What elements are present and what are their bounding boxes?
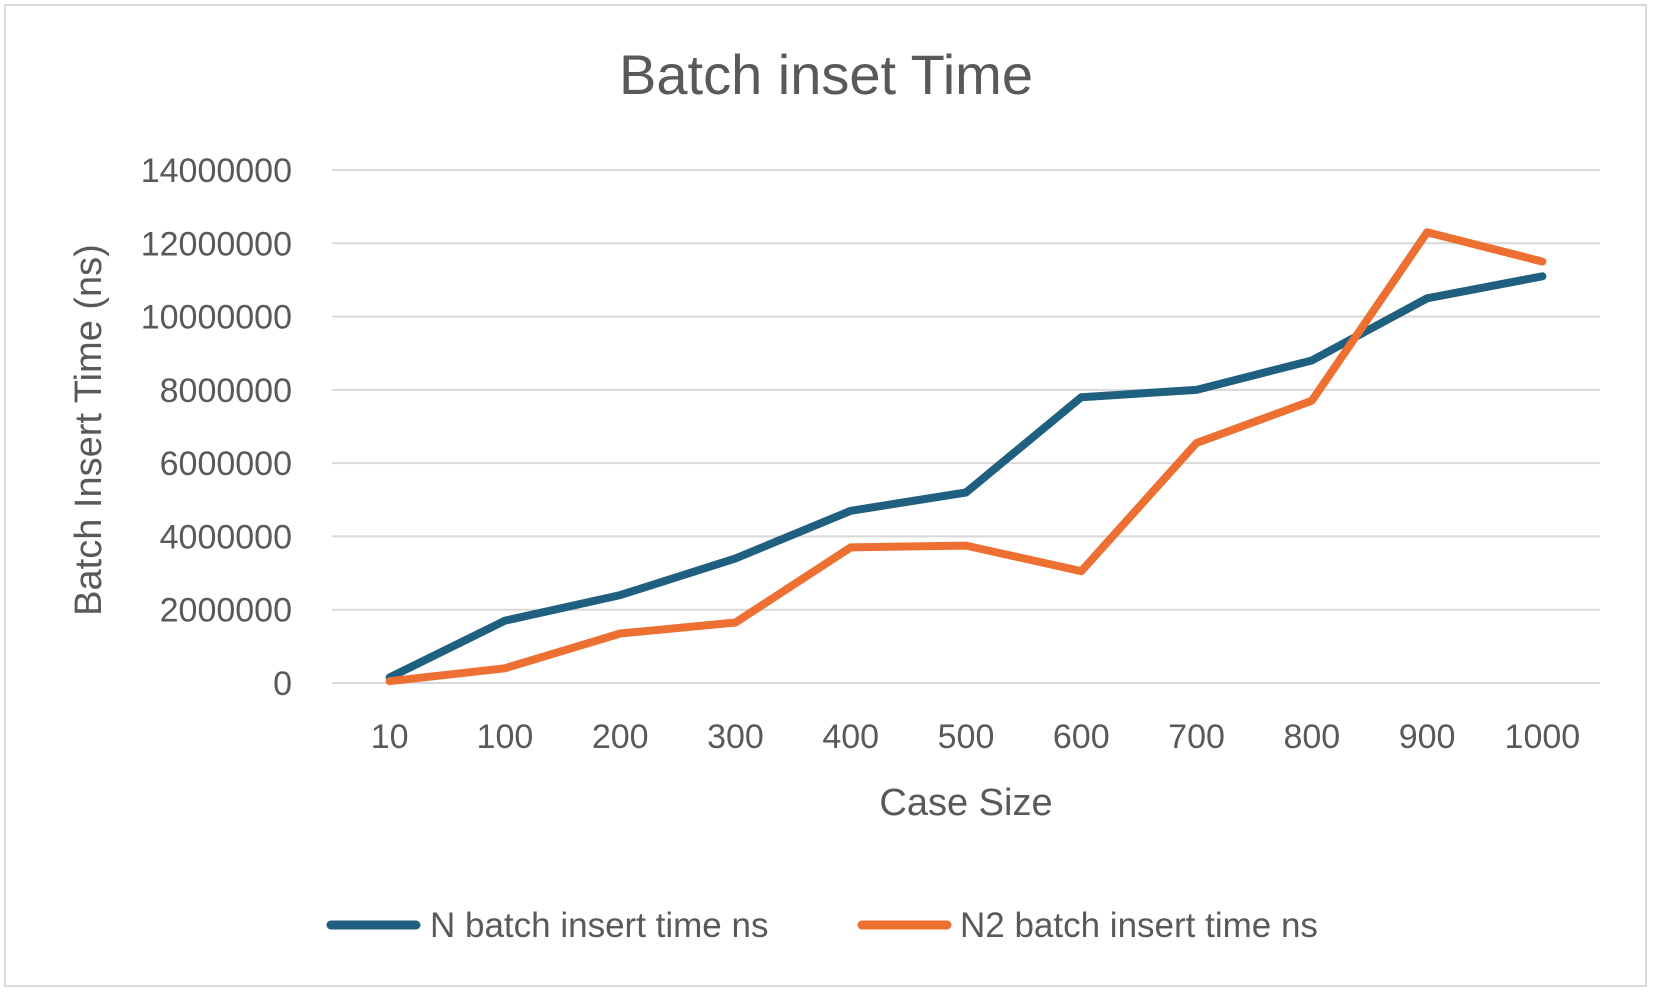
y-tick-label: 8000000 <box>160 372 292 410</box>
series-line-1 <box>385 272 1547 682</box>
x-tick-label: 10 <box>371 718 409 756</box>
series-lines <box>385 228 1547 686</box>
chart-title: Batch inset Time <box>619 43 1033 106</box>
legend-label: N2 batch insert time ns <box>960 906 1318 945</box>
x-tick-label: 200 <box>592 718 649 756</box>
legend: N batch insert time ns N2 batch insert ti… <box>326 906 1318 945</box>
y-tick-label: 0 <box>273 665 292 703</box>
x-tick-label: 400 <box>822 718 879 756</box>
x-tick-label: 600 <box>1053 718 1110 756</box>
y-tick-label: 12000000 <box>141 225 292 263</box>
y-axis-ticks: 0 2000000 4000000 6000000 8000000 10000000 120… <box>141 152 292 703</box>
x-tick-label: 100 <box>477 718 534 756</box>
x-tick-label: 900 <box>1399 718 1456 756</box>
y-tick-label: 10000000 <box>141 299 292 337</box>
x-tick-label: 1000 <box>1505 718 1581 756</box>
x-axis-ticks: 10 100 200 300 400 500 600 700 800 900 1000 <box>371 718 1580 756</box>
y-axis-title: Batch Insert Time (ns) <box>68 244 110 616</box>
y-tick-label: 6000000 <box>160 445 292 483</box>
legend-item: N batch insert time ns <box>326 906 768 945</box>
y-tick-label: 2000000 <box>160 592 292 630</box>
legend-label: N batch insert time ns <box>430 906 768 945</box>
y-tick-label: 14000000 <box>141 152 292 190</box>
x-tick-label: 800 <box>1283 718 1340 756</box>
x-tick-label: 300 <box>707 718 764 756</box>
y-tick-label: 4000000 <box>160 518 292 556</box>
gridlines <box>332 169 1600 684</box>
series-line-2 <box>385 228 1547 686</box>
x-tick-label: 700 <box>1168 718 1225 756</box>
chart-frame <box>4 4 1647 987</box>
x-tick-label: 500 <box>938 718 995 756</box>
legend-item: N2 batch insert time ns <box>857 906 1318 945</box>
x-axis-title: Case Size <box>879 782 1052 824</box>
